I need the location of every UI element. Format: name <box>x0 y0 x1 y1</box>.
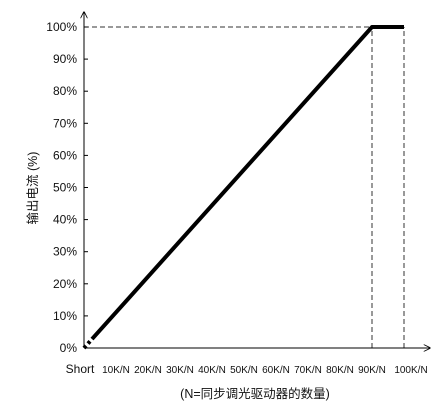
y-tick-label: 30% <box>53 245 77 259</box>
axes <box>84 12 430 348</box>
reference-lines <box>84 26 405 348</box>
x-tick-label: 90K/N <box>358 365 386 376</box>
y-tick-label: 70% <box>53 116 77 130</box>
series-line-start-dotted <box>82 339 92 350</box>
series-line-0 <box>90 25 404 341</box>
y-tick-label: 50% <box>53 181 77 195</box>
x-tick-label: 10K/N <box>102 365 130 376</box>
y-tick-label: 60% <box>53 148 77 162</box>
x-tick-label: 20K/N <box>134 365 162 376</box>
x-tick-label: 80K/N <box>326 365 354 376</box>
y-tick-label: 90% <box>53 52 77 66</box>
y-axis-title: 输出电流 (%) <box>25 152 40 225</box>
series <box>82 25 404 350</box>
y-tick-label: 0% <box>60 341 78 355</box>
x-tick-label: 70K/N <box>294 365 322 376</box>
x-tick-label: 30K/N <box>166 365 194 376</box>
x-tick-label: 50K/N <box>230 365 258 376</box>
x-tick-label: Short <box>66 362 95 376</box>
y-tick-label: 40% <box>53 213 77 227</box>
x-tick-label: 100K/N <box>394 365 427 376</box>
x-tick-label: 60K/N <box>262 365 290 376</box>
x-tick-label: 40K/N <box>198 365 226 376</box>
tick-labels: 0% 10% 20% 30% 40% 50% 60% 70% 80% 90% 100% Short 10… <box>46 20 427 376</box>
y-tick-label: 100% <box>46 20 77 34</box>
y-tick-label: 20% <box>53 277 77 291</box>
y-tick-label: 80% <box>53 84 77 98</box>
y-tick-label: 10% <box>53 309 77 323</box>
x-axis-title: (N=同步调光驱动器的数量) <box>180 386 330 401</box>
